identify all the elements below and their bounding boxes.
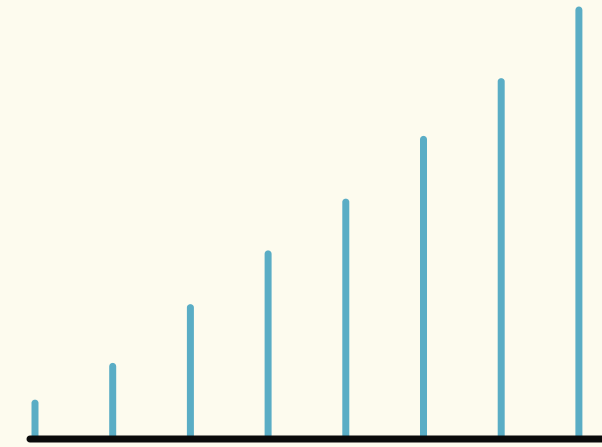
page: {"chart_data": {"type": "bar", "categori… (0, 0, 602, 447)
chart (0, 0, 602, 447)
background (0, 0, 602, 447)
